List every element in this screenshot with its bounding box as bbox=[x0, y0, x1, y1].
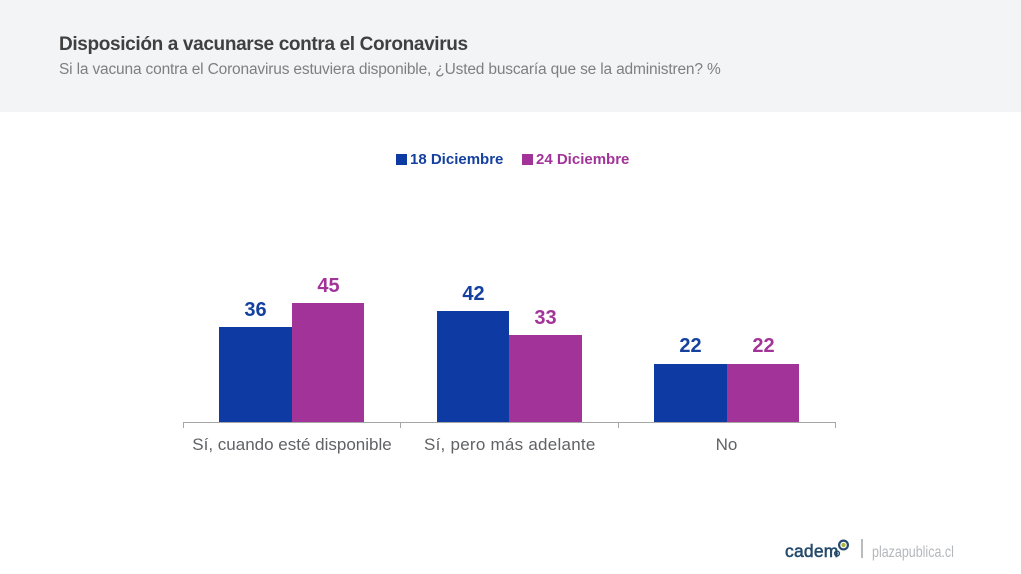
svg-text:cadem: cadem bbox=[785, 541, 839, 561]
